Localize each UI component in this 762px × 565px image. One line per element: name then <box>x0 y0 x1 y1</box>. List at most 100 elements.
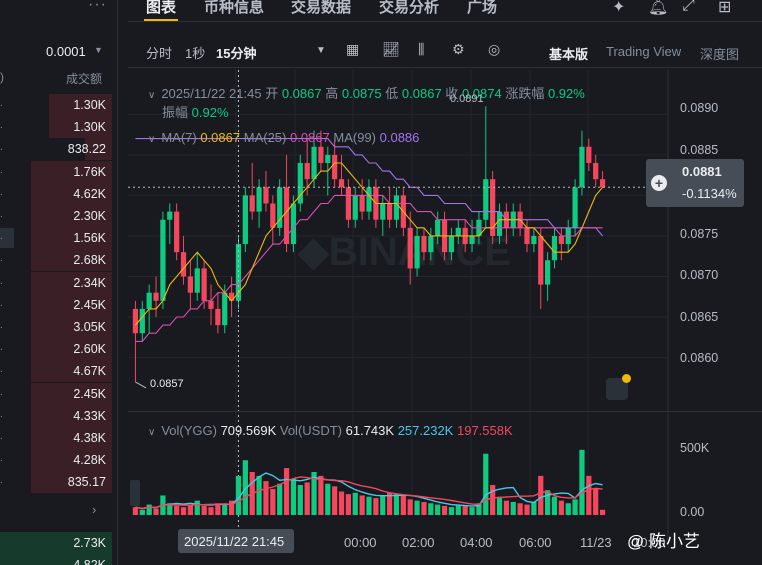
ask-amount: 4.62K <box>73 186 106 201</box>
candle-body <box>290 203 297 245</box>
view-basic[interactable]: 基本版 <box>549 47 589 62</box>
depth-bar <box>49 116 112 139</box>
ask-row[interactable]: . 835.17 <box>0 471 112 494</box>
candle-body <box>304 162 310 180</box>
tab-square[interactable]: 广场 <box>467 0 498 16</box>
tab-trade-data[interactable]: 交易数据 <box>291 0 352 16</box>
time-tick: 04:00 <box>460 535 493 550</box>
ask-row[interactable]: . 4.38K <box>0 427 112 449</box>
ask-amount: 2.68K <box>73 253 106 268</box>
volume-ma-b-line <box>135 476 603 510</box>
depth-bar <box>31 271 112 294</box>
grid-icon[interactable]: ⊞ <box>718 0 732 16</box>
candle-body <box>139 308 145 334</box>
ask-row[interactable]: . 2.45K <box>0 293 112 316</box>
ask-row[interactable]: . 2.45K <box>0 382 112 405</box>
interval-1s[interactable]: 1秒 <box>185 46 206 61</box>
precision-select[interactable]: 0.0001 <box>46 44 86 59</box>
ask-row[interactable]: . 2.68K <box>0 249 112 272</box>
interval-timeline[interactable]: 分时 <box>146 46 173 61</box>
candle-body <box>524 227 530 245</box>
volume-bar <box>503 500 510 515</box>
ask-row[interactable]: . 1.30K <box>0 94 112 116</box>
volume-bar <box>352 492 358 515</box>
volume-bar <box>242 460 248 515</box>
open-label: 开 <box>265 86 279 101</box>
volume-bar <box>393 494 400 515</box>
low-marker-line <box>135 381 147 389</box>
ask-row[interactable]: . 2.60K <box>0 338 112 361</box>
indicator-icon[interactable]: 📈︎ <box>382 41 400 57</box>
candle-type-icon[interactable]: ⫼ <box>418 41 425 57</box>
ask-row[interactable]: . 2.34K <box>0 271 112 294</box>
calendar-icon[interactable]: ▦ <box>346 41 360 57</box>
volume-bar <box>277 483 283 515</box>
candle-body <box>167 211 173 220</box>
ask-row[interactable]: . 3.05K <box>0 316 112 338</box>
row-marker: . <box>0 475 3 487</box>
chevron-down-icon[interactable]: ▼ <box>94 45 103 55</box>
ask-row[interactable]: . 1.30K <box>0 116 112 139</box>
tab-coin-info[interactable]: 币种信息 <box>204 0 265 16</box>
order-book-partial-header: ) <box>0 70 4 84</box>
drawing-tools-icon[interactable]: ◎ <box>488 41 501 57</box>
candle-body <box>228 292 235 301</box>
expand-icon[interactable]: ⤢ <box>682 0 695 14</box>
volume-bar <box>345 494 352 515</box>
volume-bar <box>490 485 496 515</box>
candle-body <box>352 195 358 220</box>
ask-row[interactable]: . 1.56K <box>0 227 112 250</box>
interval-dropdown-icon[interactable]: ▼ <box>316 45 326 56</box>
volume-bar <box>373 498 379 515</box>
tab-trade-analysis[interactable]: 交易分析 <box>379 0 440 16</box>
collapse-chevron-icon[interactable]: ∨ <box>148 90 156 101</box>
vol-usdt-value: 61.743K <box>345 423 395 438</box>
collapse-chevron-icon[interactable]: ∨ <box>148 134 156 145</box>
depth-bar <box>31 205 112 227</box>
settings-icon[interactable]: ⚙ <box>452 41 465 57</box>
volume-bar <box>222 504 228 515</box>
add-alert-icon[interactable]: + <box>651 175 667 191</box>
candlestick-chart[interactable]: ◆BINANCE <box>128 70 762 540</box>
bell-icon[interactable]: 🔔︎ <box>648 0 669 16</box>
candle-body <box>490 179 496 236</box>
ask-row[interactable]: . 4.62K <box>0 182 112 205</box>
more-dots-icon[interactable]: ··· <box>88 0 107 13</box>
chevron-right-icon[interactable]: › <box>92 502 97 517</box>
volume-bar <box>593 488 599 515</box>
ask-row[interactable]: . 4.33K <box>0 404 112 427</box>
candle-body <box>160 219 166 301</box>
collapse-chevron-icon[interactable]: ∨ <box>148 427 156 438</box>
view-depth[interactable]: 深度图 <box>700 47 740 62</box>
ma99-value: 0.0886 <box>379 130 420 145</box>
candle-body <box>242 195 248 245</box>
ask-row[interactable]: . 2.30K <box>0 205 112 227</box>
bid-row[interactable]: 2.73K <box>0 532 112 554</box>
pane-divider[interactable] <box>128 411 762 412</box>
bid-row[interactable]: 4.82K <box>0 554 112 565</box>
volume-bar <box>153 508 159 515</box>
volume-bar <box>407 499 413 515</box>
tab-chart[interactable]: 图表 <box>146 0 177 16</box>
crosshair-time-label: 2025/11/22 21:45 <box>178 529 294 553</box>
notification-dot <box>622 374 631 383</box>
volume-pane-handle <box>130 480 140 506</box>
interval-15m[interactable]: 15分钟 <box>216 46 257 61</box>
notes-widget-icon[interactable] <box>606 374 631 400</box>
open-value: 0.0867 <box>281 86 322 101</box>
volume-bar <box>194 500 200 515</box>
ask-row[interactable]: . 4.28K <box>0 449 112 472</box>
ask-amount: 4.67K <box>73 364 106 379</box>
volume-bar <box>524 504 530 515</box>
candle-body <box>311 146 317 180</box>
ma7-value: 0.0867 <box>200 130 241 145</box>
candle-body <box>249 195 255 212</box>
ask-row[interactable]: . 838.22 <box>0 138 112 161</box>
volume-bar <box>201 505 207 515</box>
ask-amount: 838.22 <box>67 142 106 157</box>
view-tradingview[interactable]: Trading View <box>606 44 682 59</box>
ai-icon[interactable]: ✦ <box>612 0 626 16</box>
ask-row[interactable]: . 1.76K <box>0 160 112 183</box>
ask-row[interactable]: . 4.67K <box>0 360 112 383</box>
last-price-tag[interactable]: + 0.0881 -0.1134% <box>646 159 744 207</box>
